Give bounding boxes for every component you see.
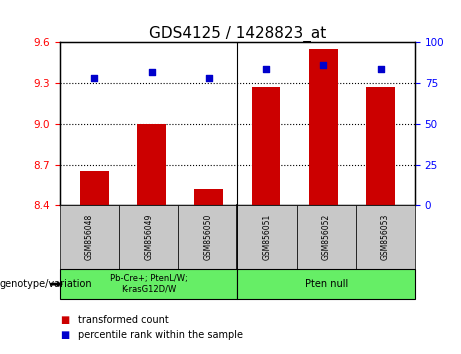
Text: ■: ■ xyxy=(60,315,69,325)
Text: GSM856052: GSM856052 xyxy=(322,214,331,260)
Point xyxy=(319,62,327,68)
Bar xyxy=(366,87,395,205)
Bar xyxy=(252,87,280,205)
Bar xyxy=(195,189,223,205)
Text: genotype/variation: genotype/variation xyxy=(0,279,93,289)
Text: GSM856049: GSM856049 xyxy=(144,214,153,261)
Text: GSM856048: GSM856048 xyxy=(85,214,94,260)
Bar xyxy=(80,171,109,205)
Text: GSM856051: GSM856051 xyxy=(262,214,272,260)
Text: Pb-Cre+; PtenL/W;
K-rasG12D/W: Pb-Cre+; PtenL/W; K-rasG12D/W xyxy=(110,274,188,294)
Text: Pten null: Pten null xyxy=(305,279,348,289)
Text: ■: ■ xyxy=(60,330,69,339)
Title: GDS4125 / 1428823_at: GDS4125 / 1428823_at xyxy=(149,26,326,42)
Text: GSM856053: GSM856053 xyxy=(381,214,390,261)
Text: percentile rank within the sample: percentile rank within the sample xyxy=(78,330,243,339)
Text: transformed count: transformed count xyxy=(78,315,169,325)
Bar xyxy=(309,49,337,205)
Point xyxy=(205,75,213,81)
Text: GSM856050: GSM856050 xyxy=(203,214,213,261)
Point xyxy=(262,66,270,72)
Point xyxy=(377,66,384,72)
Point xyxy=(91,75,98,81)
Point xyxy=(148,69,155,75)
Bar xyxy=(137,124,166,205)
